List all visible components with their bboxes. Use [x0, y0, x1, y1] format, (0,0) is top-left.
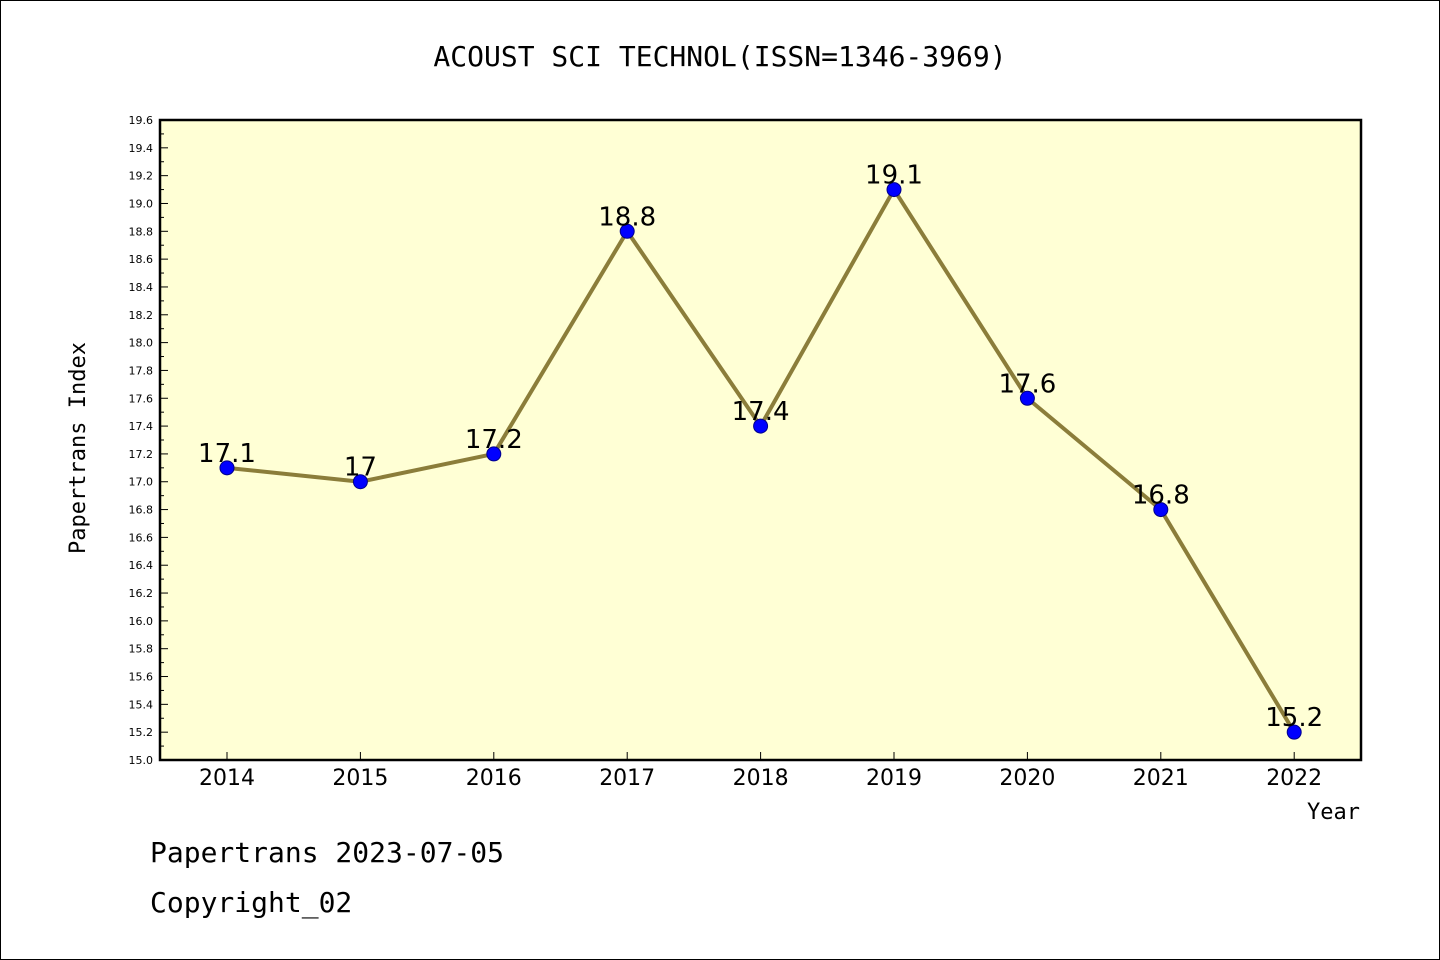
- y-tick-label: 19.2: [129, 170, 154, 183]
- data-label: 17.1: [198, 439, 256, 469]
- y-tick-label: 15.4: [129, 698, 154, 711]
- data-label: 15.2: [1265, 703, 1323, 733]
- data-point: [1286, 724, 1302, 740]
- x-tick-label: 2015: [332, 766, 388, 791]
- y-tick-label: 16.4: [129, 559, 154, 572]
- y-tick-label: 19.6: [129, 114, 154, 127]
- y-tick-label: 15.8: [129, 643, 154, 656]
- data-label: 18.8: [598, 202, 656, 232]
- y-tick-label: 18.6: [129, 253, 154, 266]
- data-label: 19.1: [865, 161, 923, 191]
- y-tick-label: 16.6: [129, 531, 154, 544]
- data-point: [486, 446, 502, 462]
- y-tick-label: 17.2: [129, 448, 154, 461]
- data-label: 17: [344, 453, 377, 483]
- data-point: [753, 418, 769, 434]
- data-point: [1019, 390, 1035, 406]
- x-tick-label: 2022: [1266, 766, 1322, 791]
- y-tick-label: 18.2: [129, 309, 154, 322]
- y-tick-label: 19.0: [129, 197, 154, 210]
- y-tick-label: 18.0: [129, 337, 154, 350]
- y-tick-label: 18.8: [129, 225, 154, 238]
- x-tick-label: 2018: [733, 766, 789, 791]
- y-tick-label: 15.6: [129, 671, 154, 684]
- data-point: [886, 182, 902, 198]
- y-tick-label: 17.0: [129, 476, 154, 489]
- data-point: [1153, 502, 1169, 518]
- x-tick-label: 2016: [466, 766, 522, 791]
- footer-date: Papertrans 2023-07-05: [150, 836, 505, 869]
- y-tick-label: 18.4: [129, 281, 154, 294]
- data-point: [619, 223, 635, 239]
- y-tick-label: 15.2: [129, 726, 154, 739]
- y-tick-label: 17.4: [129, 420, 154, 433]
- footer-copyright: Copyright_02: [150, 886, 353, 919]
- data-label: 17.2: [465, 425, 523, 455]
- data-label: 17.6: [998, 369, 1056, 399]
- plot-area: [160, 120, 1361, 760]
- y-tick-label: 17.8: [129, 364, 154, 377]
- y-tick-label: 15.0: [129, 754, 154, 767]
- x-tick-label: 2017: [599, 766, 655, 791]
- data-point: [352, 474, 368, 490]
- y-tick-label: 16.0: [129, 615, 154, 628]
- x-axis-label: Year: [1307, 800, 1360, 825]
- x-tick-label: 2019: [866, 766, 922, 791]
- data-label: 16.8: [1132, 481, 1190, 511]
- x-tick-label: 2014: [199, 766, 255, 791]
- y-tick-label: 17.6: [129, 392, 154, 405]
- x-tick-label: 2020: [999, 766, 1055, 791]
- data-point: [219, 460, 235, 476]
- y-tick-label: 16.8: [129, 504, 154, 517]
- x-tick-label: 2021: [1133, 766, 1189, 791]
- y-tick-label: 16.2: [129, 587, 154, 600]
- y-tick-label: 19.4: [129, 142, 154, 155]
- chart-title: ACOUST SCI TECHNOL(ISSN=1346-3969): [433, 40, 1006, 73]
- data-label: 17.4: [732, 397, 790, 427]
- plot-border: [158, 118, 1363, 762]
- y-axis-label: Papertrans Index: [66, 342, 91, 554]
